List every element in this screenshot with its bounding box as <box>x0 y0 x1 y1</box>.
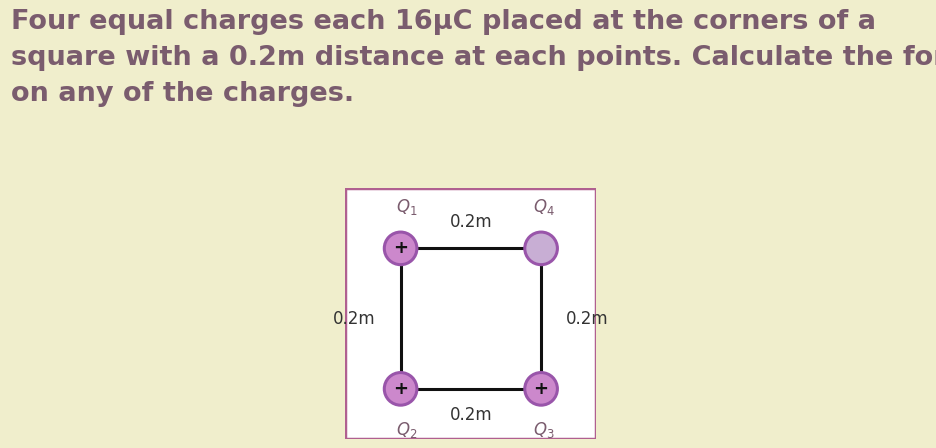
Text: 0.2m: 0.2m <box>332 310 375 327</box>
Circle shape <box>384 373 417 405</box>
Circle shape <box>524 373 557 405</box>
Text: +: + <box>393 380 408 398</box>
Circle shape <box>384 232 417 265</box>
FancyBboxPatch shape <box>345 188 595 439</box>
Text: Four equal charges each 16μC placed at the corners of a
square with a 0.2m dista: Four equal charges each 16μC placed at t… <box>11 9 936 107</box>
Text: +: + <box>533 380 548 398</box>
Text: $Q_4$: $Q_4$ <box>533 197 554 217</box>
Text: $Q_1$: $Q_1$ <box>395 197 417 217</box>
Text: 0.2m: 0.2m <box>565 310 608 327</box>
Text: 0.2m: 0.2m <box>449 406 491 424</box>
Circle shape <box>524 232 557 265</box>
Text: +: + <box>393 239 408 257</box>
Text: 0.2m: 0.2m <box>449 213 491 231</box>
Text: $Q_2$: $Q_2$ <box>395 420 417 440</box>
Text: $Q_3$: $Q_3$ <box>533 420 554 440</box>
